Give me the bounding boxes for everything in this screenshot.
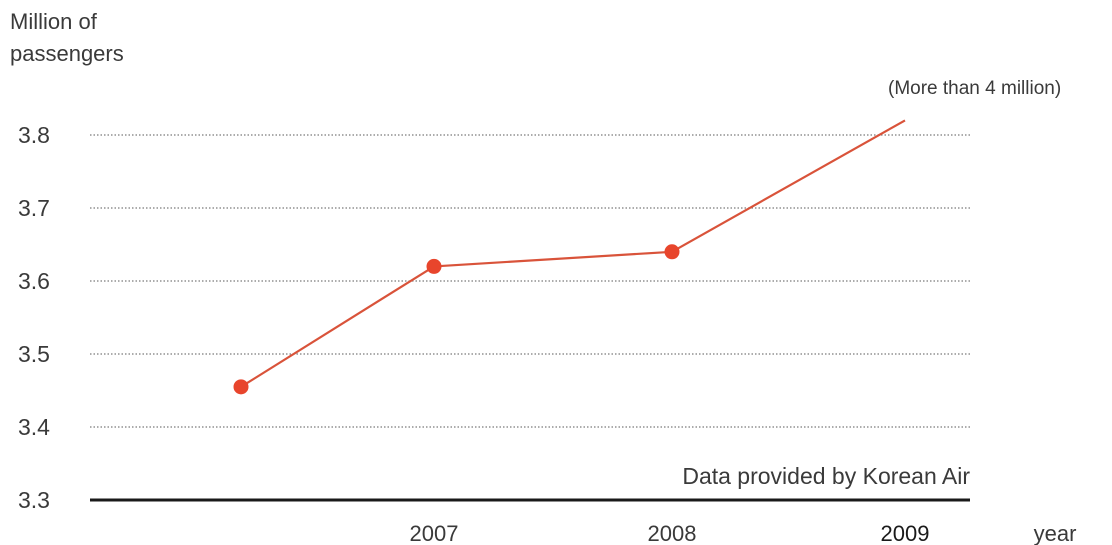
- gridlines: [90, 134, 970, 428]
- y-tick-label: 3.6: [18, 268, 50, 294]
- data-point: [664, 244, 680, 260]
- data-point: [426, 258, 442, 274]
- x-tick-label: 2008: [648, 521, 697, 545]
- y-tick-labels: 3.8 3.7 3.6 3.5 3.4 3.3: [18, 122, 50, 513]
- y-axis-label-line1: Million of: [10, 9, 97, 34]
- x-tick-labels: 2007 2008 2009: [410, 521, 930, 545]
- y-axis-label: Million of passengers: [10, 6, 124, 70]
- data-point: [233, 379, 249, 395]
- series-line: [240, 119, 906, 388]
- series-group: [233, 119, 906, 395]
- y-tick-label: 3.7: [18, 195, 50, 221]
- y-tick-label: 3.4: [18, 414, 50, 440]
- y-tick-label: 3.5: [18, 341, 50, 367]
- y-axis-label-line2: passengers: [10, 41, 124, 66]
- y-tick-label: 3.3: [18, 487, 50, 513]
- source-note: Data provided by Korean Air: [682, 463, 970, 489]
- x-axis-label: year: [1034, 521, 1077, 545]
- annotation-2009: (More than 4 million): [888, 78, 1062, 99]
- x-tick-label: 2009: [881, 521, 930, 545]
- y-tick-label: 3.8: [18, 122, 50, 148]
- x-tick-label: 2007: [410, 521, 459, 545]
